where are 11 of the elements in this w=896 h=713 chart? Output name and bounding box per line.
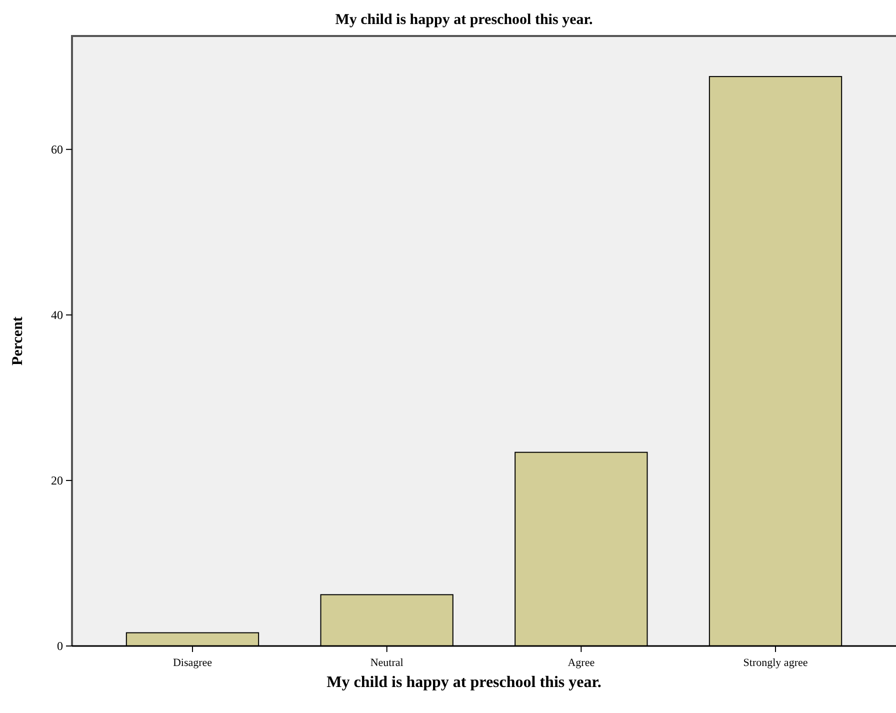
chart-title: My child is happy at preschool this year. xyxy=(335,12,594,28)
y-tick-label: 20 xyxy=(51,474,63,488)
x-tick-label: Neutral xyxy=(370,657,404,669)
x-tick-label: Agree xyxy=(568,657,595,669)
y-tick-label: 0 xyxy=(57,639,63,654)
x-tick-label: Strongly agree xyxy=(743,657,808,669)
y-tick-label: 40 xyxy=(51,308,63,322)
y-tick-label: 60 xyxy=(51,142,63,157)
x-axis-title: My child is happy at preschool this year. xyxy=(326,674,602,691)
y-axis-title: Percent xyxy=(10,316,26,366)
x-tick-label: Disagree xyxy=(172,657,212,669)
